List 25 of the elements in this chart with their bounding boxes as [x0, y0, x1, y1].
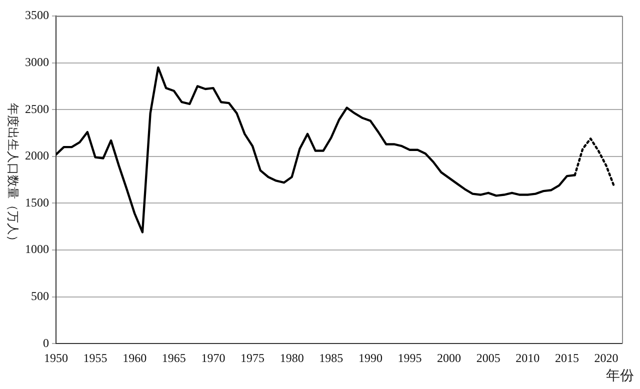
x-tick-label: 1965: [162, 350, 186, 365]
y-tick-label: 1000: [25, 242, 49, 256]
x-tick-label: 2000: [437, 350, 462, 365]
x-tick-label: 2005: [476, 350, 500, 365]
x-tick-label: 1990: [358, 350, 382, 365]
x-axis-title: 年份: [606, 367, 634, 385]
y-tick-label: 2000: [25, 148, 49, 163]
y-axis-title: 年度出生人口数量（万人）: [6, 103, 20, 247]
x-tick-label: 2020: [594, 350, 618, 365]
x-tick-label: 1970: [201, 350, 226, 365]
x-tick-label: 1975: [240, 350, 265, 365]
y-tick-label: 500: [31, 288, 49, 303]
x-tick-label: 2015: [554, 350, 579, 365]
x-tick-label: 1955: [83, 350, 108, 365]
x-tick-label: 1980: [280, 350, 304, 365]
x-tick-label: 1960: [122, 350, 147, 365]
x-tick-label: 2010: [516, 350, 540, 365]
y-tick-label: 3500: [25, 8, 49, 22]
x-tick-label: 1950: [44, 350, 68, 365]
y-tick-label: 2500: [25, 102, 49, 116]
y-tick-label: 3000: [25, 54, 49, 69]
y-tick-label: 1500: [25, 195, 49, 210]
x-tick-label: 1985: [319, 350, 344, 365]
y-tick-label: 0: [43, 336, 49, 350]
x-tick-label: 1995: [398, 350, 422, 365]
